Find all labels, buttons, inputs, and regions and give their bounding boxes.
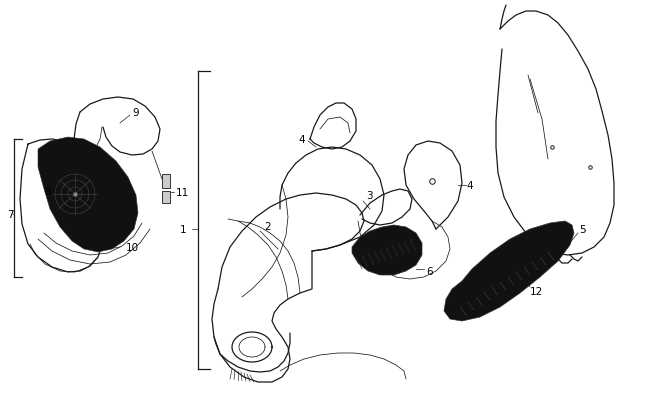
Text: 3: 3 xyxy=(366,190,372,200)
Text: 7: 7 xyxy=(7,209,14,220)
Polygon shape xyxy=(38,138,138,252)
Text: 11: 11 xyxy=(176,188,188,198)
Polygon shape xyxy=(352,226,422,275)
Text: 4: 4 xyxy=(299,135,305,145)
Text: 8: 8 xyxy=(45,187,51,196)
Text: 6: 6 xyxy=(426,266,434,276)
Text: 2: 2 xyxy=(265,222,271,231)
Text: 12: 12 xyxy=(529,286,543,296)
Polygon shape xyxy=(162,192,170,203)
Text: 10: 10 xyxy=(125,243,138,252)
Polygon shape xyxy=(444,222,574,321)
Text: 1: 1 xyxy=(179,224,186,234)
Text: 4: 4 xyxy=(467,181,473,190)
Text: 5: 5 xyxy=(578,224,585,234)
Text: 9: 9 xyxy=(133,108,139,118)
Polygon shape xyxy=(162,175,170,189)
